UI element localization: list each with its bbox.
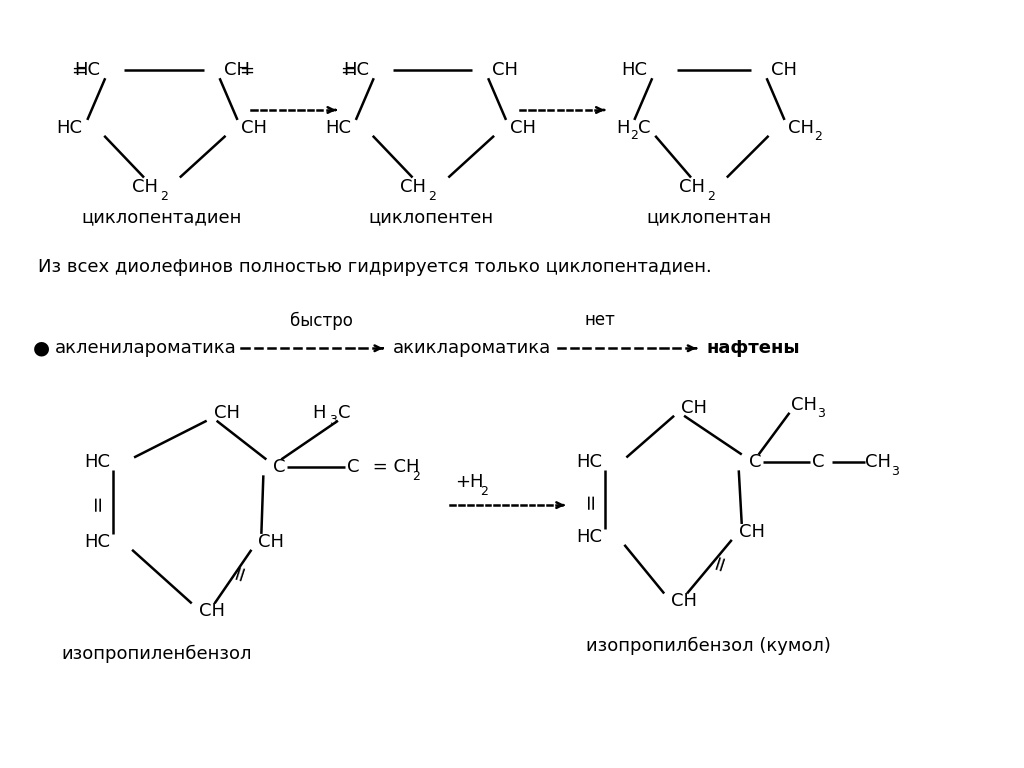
Text: нет: нет	[584, 312, 615, 329]
Text: CH: CH	[788, 119, 814, 137]
Text: =: =	[340, 61, 355, 79]
Text: циклопентан: циклопентан	[646, 208, 771, 227]
Text: CH: CH	[510, 119, 536, 137]
Text: CH: CH	[400, 178, 426, 197]
Text: акиклароматика: акиклароматика	[392, 339, 551, 357]
Text: CH: CH	[258, 533, 285, 551]
Text: C: C	[338, 404, 350, 422]
Text: CH: CH	[242, 119, 267, 137]
Text: циклопентадиен: циклопентадиен	[82, 208, 242, 227]
Text: C: C	[273, 458, 286, 476]
Text: =: =	[581, 492, 600, 509]
Text: 3: 3	[329, 414, 337, 427]
Text: H: H	[312, 404, 326, 422]
Text: HC: HC	[577, 528, 602, 546]
Text: 2: 2	[814, 131, 822, 144]
Text: HC: HC	[622, 61, 647, 79]
Text: HC: HC	[343, 61, 369, 79]
Text: HC: HC	[84, 533, 111, 551]
Text: акленилароматика: акленилароматика	[54, 339, 237, 357]
Text: CH: CH	[214, 404, 240, 422]
Text: CH: CH	[865, 453, 891, 472]
Text: HC: HC	[75, 61, 100, 79]
Text: =: =	[88, 493, 109, 511]
Text: HC: HC	[84, 453, 111, 472]
Text: нафтены: нафтены	[707, 339, 801, 357]
Text: 2: 2	[707, 190, 715, 203]
Text: CH: CH	[738, 523, 765, 541]
Text: 2: 2	[480, 485, 488, 498]
Text: CH: CH	[199, 602, 224, 621]
Text: 3: 3	[817, 407, 825, 420]
Text: C: C	[347, 458, 359, 476]
Text: =: =	[72, 61, 86, 79]
Text: CH: CH	[493, 61, 518, 79]
Text: CH: CH	[223, 61, 250, 79]
Text: 3: 3	[891, 465, 899, 478]
Text: изопропилбензол (кумол): изопропилбензол (кумол)	[587, 637, 831, 655]
Text: 2: 2	[413, 470, 421, 483]
Text: CH: CH	[771, 61, 797, 79]
Text: =: =	[228, 560, 253, 583]
Text: изопропиленбензол: изопропиленбензол	[61, 645, 252, 663]
Text: быстро: быстро	[290, 311, 352, 329]
Text: C: C	[638, 119, 651, 137]
Text: =: =	[709, 550, 733, 573]
Text: CH: CH	[132, 178, 158, 197]
Text: H: H	[615, 119, 630, 137]
Text: =: =	[240, 61, 255, 79]
Text: C: C	[812, 453, 825, 472]
Text: = CH: = CH	[367, 458, 419, 476]
Text: HC: HC	[56, 119, 82, 137]
Text: CH: CH	[681, 399, 708, 417]
Text: HC: HC	[325, 119, 351, 137]
Text: 2: 2	[631, 129, 638, 142]
Text: C: C	[749, 453, 761, 472]
Text: 2: 2	[160, 190, 168, 203]
Text: CH: CH	[792, 396, 817, 414]
Text: 2: 2	[428, 190, 436, 203]
Text: CH: CH	[671, 592, 697, 611]
Text: циклопентен: циклопентен	[368, 208, 493, 227]
Text: HC: HC	[577, 453, 602, 472]
Text: Из всех диолефинов полностью гидрируется только циклопентадиен.: Из всех диолефинов полностью гидрируется…	[38, 258, 712, 276]
Text: ●: ●	[33, 339, 49, 358]
Text: +H: +H	[456, 473, 483, 492]
Text: CH: CH	[679, 178, 705, 197]
